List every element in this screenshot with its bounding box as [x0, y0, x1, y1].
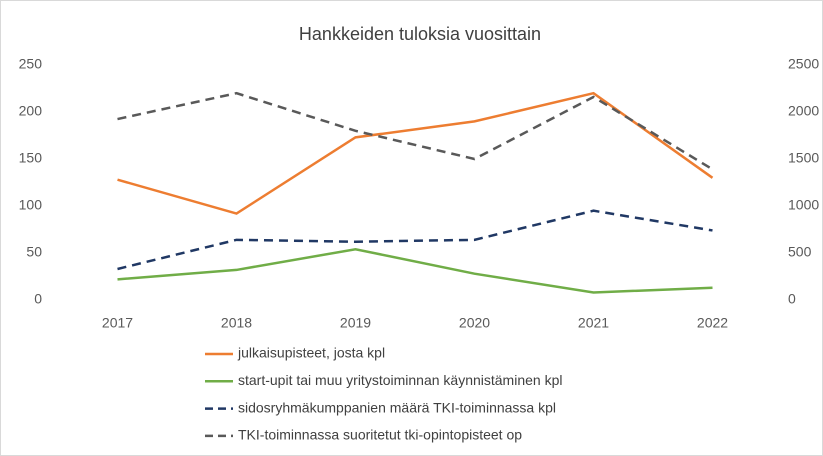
y2-tick-label: 0 — [788, 291, 796, 307]
y2-tick-label: 1500 — [788, 150, 819, 166]
legend-label: TKI-toiminnassa suoritetut tki-opintopis… — [238, 427, 522, 443]
series-line — [117, 247, 713, 294]
y-tick-label: 0 — [34, 291, 42, 307]
legend-label: start-upit tai muu yritystoiminnan käynn… — [238, 372, 562, 388]
legend-label: julkaisupisteet, josta kpl — [237, 345, 385, 361]
x-tick-label: 2018 — [221, 315, 252, 331]
y-tick-label: 250 — [19, 56, 43, 72]
y-tick-label: 100 — [19, 197, 43, 213]
series-line — [117, 209, 713, 271]
y-tick-label: 200 — [19, 103, 43, 119]
x-tick-label: 2021 — [578, 315, 609, 331]
x-tick-label: 2019 — [340, 315, 371, 331]
series-line — [117, 91, 714, 171]
x-tick-label: 2022 — [697, 315, 728, 331]
y-tick-label: 150 — [19, 150, 43, 166]
chart-title: Hankkeiden tuloksia vuosittain — [299, 24, 541, 44]
series-line — [117, 91, 714, 215]
x-tick-label: 2020 — [459, 315, 490, 331]
legend-label: sidosryhmäkumppanien määrä TKI-toiminnas… — [238, 399, 556, 415]
y2-tick-label: 2000 — [788, 103, 819, 119]
y2-tick-label: 500 — [788, 244, 812, 260]
x-tick-label: 2017 — [102, 315, 133, 331]
y-tick-label: 50 — [26, 244, 42, 260]
y2-tick-label: 2500 — [788, 56, 819, 72]
y2-tick-label: 1000 — [788, 197, 819, 213]
